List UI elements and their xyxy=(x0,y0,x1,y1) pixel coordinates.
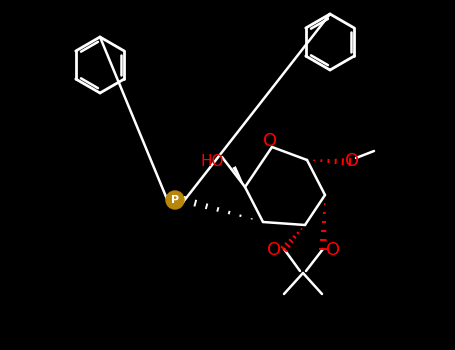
Text: O: O xyxy=(267,241,281,259)
Text: P: P xyxy=(171,195,179,205)
Text: O: O xyxy=(263,132,277,150)
Circle shape xyxy=(166,191,184,209)
Text: HO: HO xyxy=(201,154,224,169)
Text: O: O xyxy=(345,152,359,170)
Text: O: O xyxy=(326,241,340,259)
Polygon shape xyxy=(232,166,245,187)
